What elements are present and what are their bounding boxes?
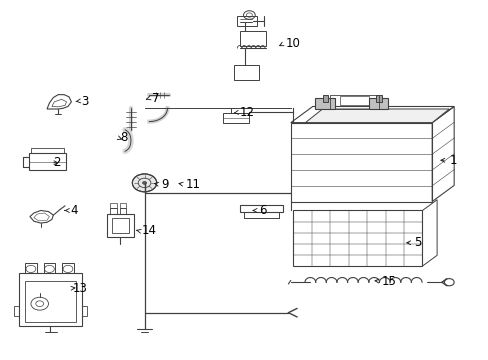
Text: 4: 4 — [70, 204, 77, 217]
Bar — [29, 153, 65, 170]
Bar — [25, 282, 76, 321]
Text: 15: 15 — [381, 275, 396, 288]
Text: 9: 9 — [161, 178, 169, 191]
Bar — [112, 218, 129, 233]
Bar — [14, 306, 19, 316]
Bar — [233, 65, 259, 80]
Text: 7: 7 — [152, 92, 159, 105]
Bar — [239, 205, 282, 212]
Bar — [81, 306, 86, 316]
Bar — [25, 263, 37, 273]
Circle shape — [142, 181, 146, 184]
Bar — [237, 16, 256, 26]
Text: 1: 1 — [448, 154, 456, 167]
Bar — [290, 123, 431, 202]
Text: 13: 13 — [73, 282, 87, 295]
Bar — [222, 113, 249, 123]
Bar — [110, 208, 117, 214]
Circle shape — [132, 174, 157, 192]
Bar — [110, 203, 117, 208]
Bar — [31, 148, 64, 153]
Text: 10: 10 — [285, 37, 300, 50]
Text: 11: 11 — [185, 178, 201, 191]
Polygon shape — [305, 109, 448, 123]
Text: 3: 3 — [81, 95, 88, 108]
Bar — [293, 211, 422, 266]
Text: 6: 6 — [259, 204, 266, 217]
Text: 14: 14 — [142, 224, 157, 238]
Bar — [339, 96, 368, 105]
Bar — [375, 95, 381, 102]
Bar — [315, 98, 334, 109]
Bar — [19, 273, 81, 326]
Bar — [62, 263, 74, 273]
Bar — [322, 95, 328, 102]
Text: 5: 5 — [413, 236, 421, 249]
Bar — [107, 214, 134, 237]
Bar — [43, 263, 55, 273]
Text: 2: 2 — [53, 156, 61, 169]
Bar — [368, 98, 387, 109]
Bar — [329, 95, 378, 109]
Bar — [239, 31, 266, 45]
Bar — [120, 208, 126, 214]
Text: 8: 8 — [120, 131, 127, 144]
Text: 12: 12 — [239, 106, 254, 119]
Bar — [120, 203, 126, 208]
